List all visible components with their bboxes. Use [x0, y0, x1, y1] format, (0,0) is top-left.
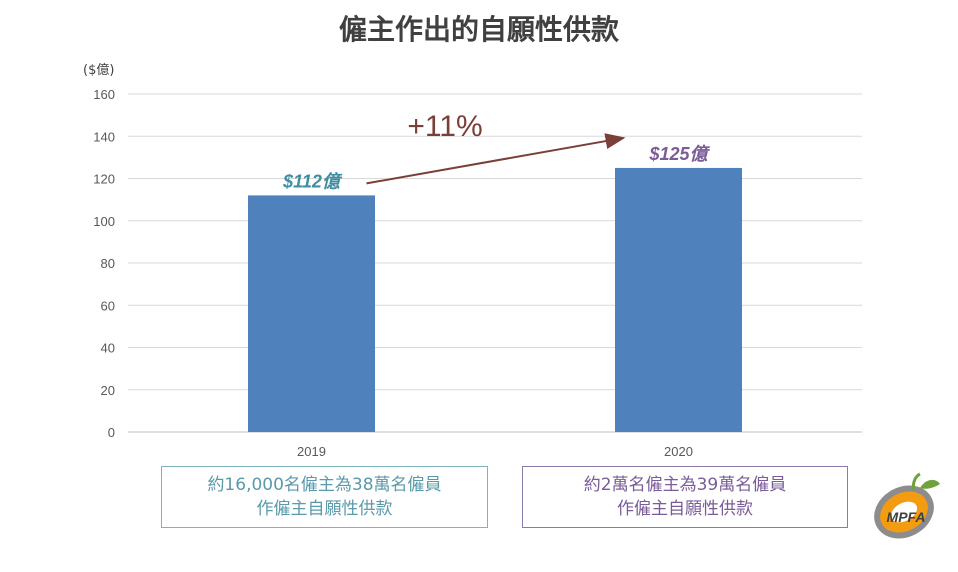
growth-annotation: +11%: [407, 110, 482, 143]
mpfa-logo-text: MPFA: [887, 509, 926, 525]
note-2019-line1: 約16,000名僱主為38萬名僱員: [207, 475, 442, 495]
chart-title: 僱主作出的自願性供款: [338, 13, 619, 46]
gridlines: [128, 93, 862, 433]
note-box-2020: 約2萬名僱主為39萬名僱員 作僱主自願性供款: [522, 466, 848, 528]
x-axis-ticks: 2019 2020: [297, 444, 693, 459]
note-2019-line2: 作僱主自願性供款: [256, 499, 393, 519]
x-tick-label: 2020: [664, 444, 693, 459]
y-tick-label: 20: [101, 383, 115, 398]
bars: [248, 167, 742, 432]
y-tick-label: 0: [108, 425, 115, 440]
data-labels: $112億 $125億: [282, 144, 710, 191]
y-tick-label: 100: [93, 214, 115, 229]
mpfa-logo: MPFA: [874, 472, 940, 539]
note-box-2019: 約16,000名僱主為38萬名僱員 作僱主自願性供款: [161, 466, 488, 528]
bar-2019: [248, 195, 375, 432]
note-2020-line2: 作僱主自願性供款: [617, 499, 753, 519]
y-tick-label: 140: [93, 129, 115, 144]
y-tick-label: 120: [93, 172, 115, 187]
y-tick-label: 80: [101, 256, 115, 271]
y-axis-ticks: 0 20 40 60 80 100 120 140 160: [93, 87, 115, 440]
note-2020-line1: 約2萬名僱主為39萬名僱員: [583, 475, 787, 495]
growth-arrow: [366, 133, 626, 185]
y-tick-label: 60: [101, 298, 115, 313]
bar-2020: [615, 167, 742, 432]
y-tick-label: 160: [93, 87, 115, 102]
data-label-2020: $125億: [648, 144, 710, 164]
y-tick-label: 40: [101, 341, 115, 356]
x-tick-label: 2019: [297, 444, 326, 459]
data-label-2019: $112億: [282, 171, 343, 191]
y-axis-unit-label: ($億): [83, 63, 115, 78]
